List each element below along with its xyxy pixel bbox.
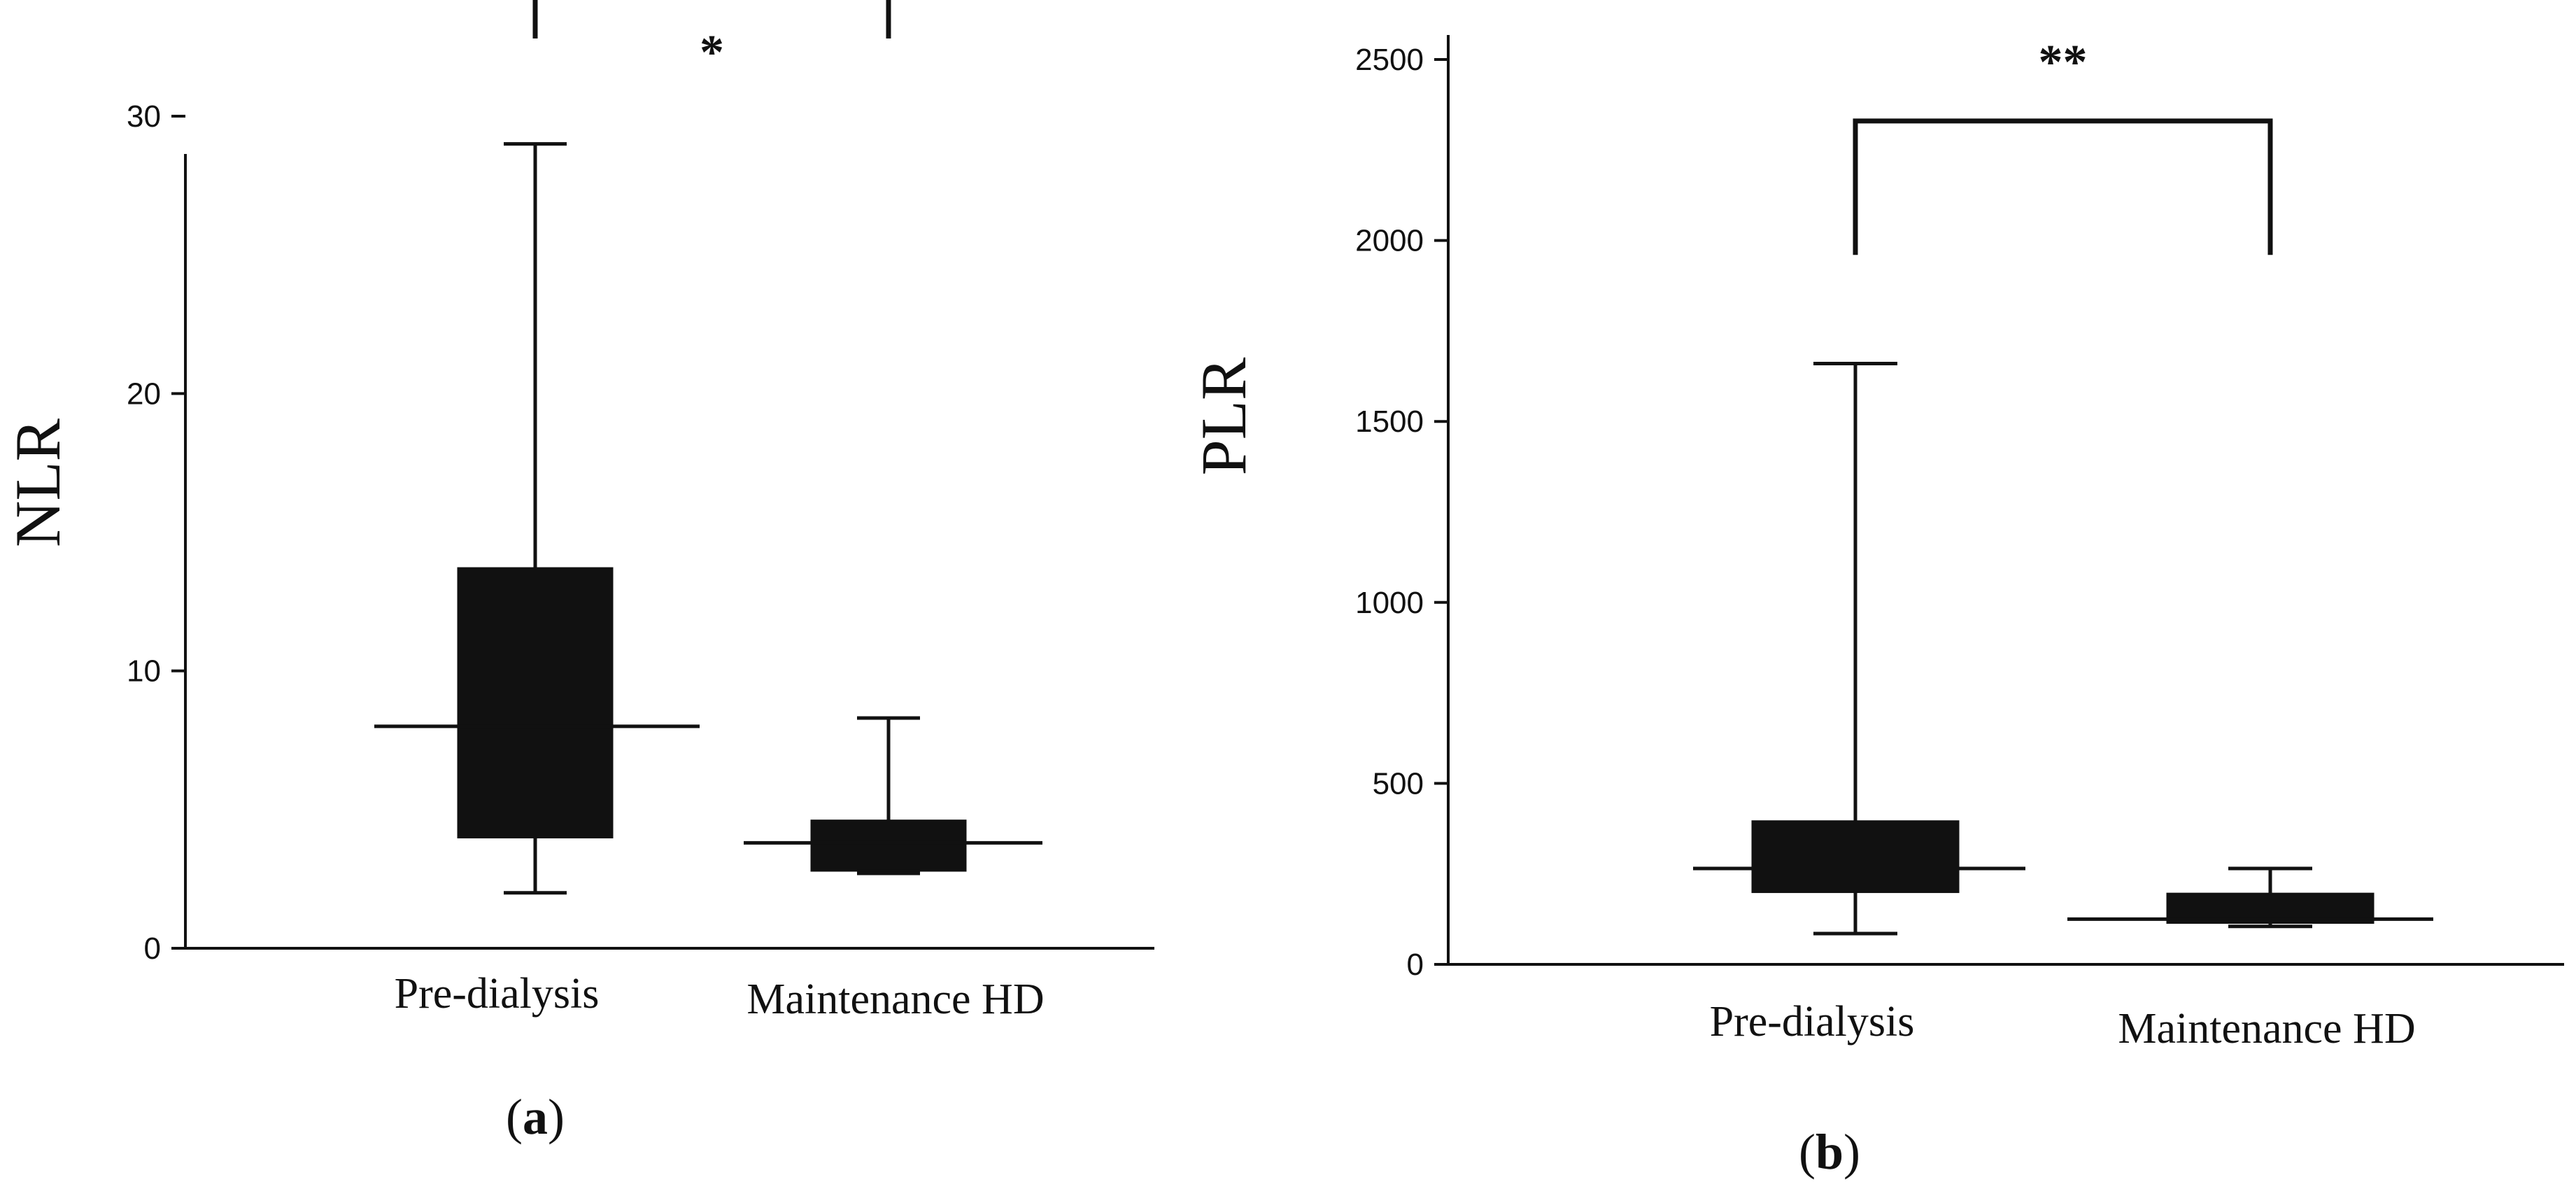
chart-panel-a: 0 10 20 30 * NLR Pre-dialysis Maintenance H… [2,0,1154,1145]
box-iqr [810,819,967,872]
panel-label: (a) [506,1089,565,1145]
y-tick-label: 2000 [1355,224,1424,258]
category-label: Pre-dialysis [395,970,600,1018]
panel-label: (b) [1799,1124,1860,1180]
category-label: Maintenance HD [746,976,1044,1023]
box-iqr [1751,820,1960,894]
y-tick-label: 20 [127,377,161,411]
y-axis-label: NLR [2,418,73,547]
chart-panel-b: 0 500 1000 1500 2000 2500 ** PLR Pre-dialysis… [1188,35,2564,1180]
box-iqr [457,567,614,838]
y-tick-label: 1500 [1355,404,1424,439]
significance-bracket [1853,118,2273,255]
significance-label: ** [2039,36,2088,90]
y-tick-label: 1000 [1355,586,1424,620]
category-label: Maintenance HD [2118,1005,2415,1053]
category-label: Pre-dialysis [1710,998,1915,1046]
y-axis-label: PLR [1188,357,1259,475]
y-tick-label: 30 [127,99,161,134]
significance-label: * [700,26,724,80]
y-tick-label: 10 [127,654,161,689]
y-tick-label: 500 [1373,766,1424,801]
y-tick-label: 2500 [1355,43,1424,77]
y-tick-label: 0 [144,931,161,966]
y-tick-label: 0 [1407,948,1424,982]
